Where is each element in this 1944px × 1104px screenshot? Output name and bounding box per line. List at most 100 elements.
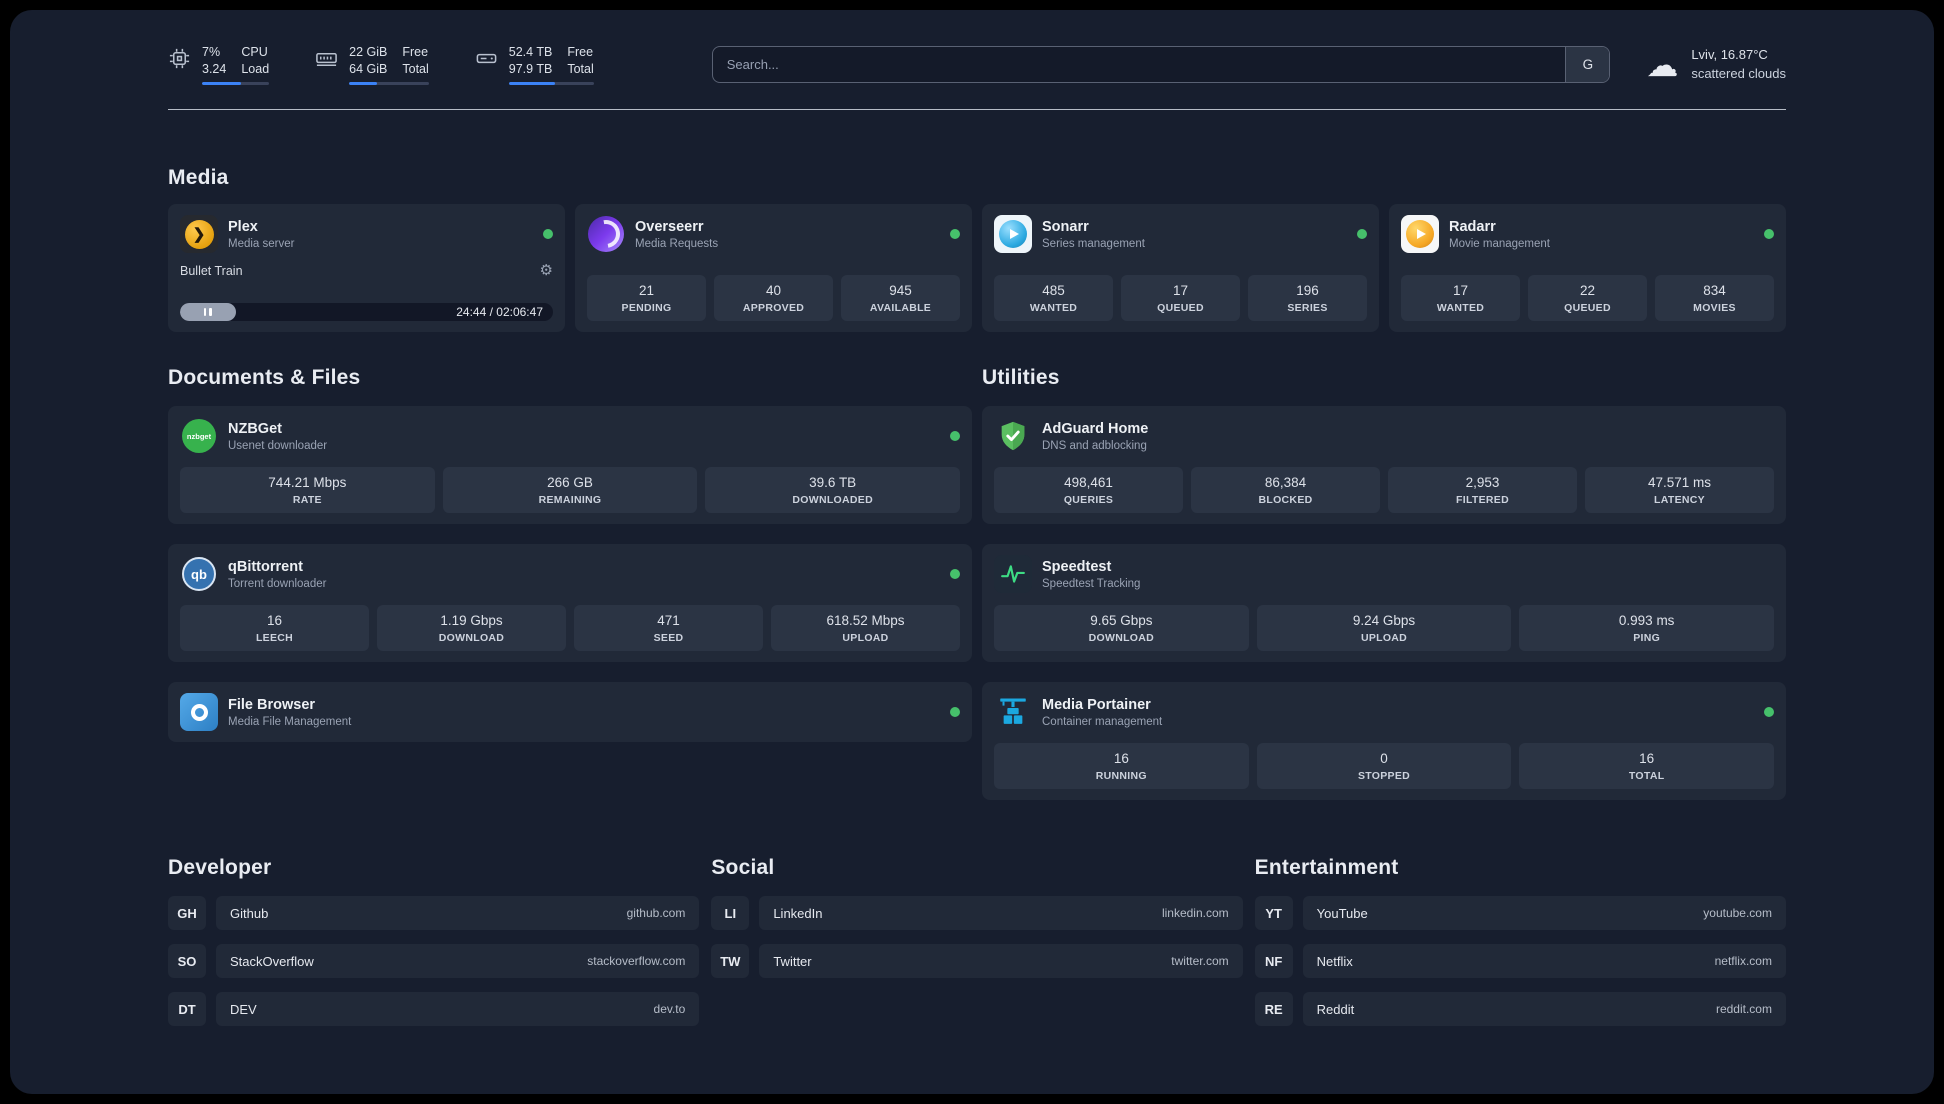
app-card-plex[interactable]: Plex Media server Bullet Train ⚙ 24:44 /… <box>168 204 565 332</box>
pause-button[interactable] <box>180 303 236 321</box>
status-dot <box>950 569 960 579</box>
app-subtitle: Usenet downloader <box>228 439 328 452</box>
stat-box: 22 QUEUED <box>1528 275 1647 321</box>
search-engine-button[interactable]: G <box>1565 47 1610 82</box>
app-card-radarr[interactable]: Radarr Movie management 17 WANTED 22 QUEUE… <box>1389 204 1786 332</box>
app-title: Plex <box>228 218 258 235</box>
stat-box: 2,953 FILTERED <box>1388 467 1577 513</box>
memory-usage-bar <box>349 82 429 85</box>
app-subtitle: Movie management <box>1449 237 1550 250</box>
system-metrics: 7% 3.24 CPU Load <box>168 44 594 85</box>
stat-box: 471 SEED <box>574 605 763 651</box>
radarr-icon <box>1401 215 1439 253</box>
app-subtitle: Media Requests <box>635 237 719 250</box>
app-subtitle: Media server <box>228 237 295 250</box>
cpu-icon <box>169 48 190 69</box>
bookmark-twitter[interactable]: TW Twitter twitter.com <box>711 944 1243 978</box>
section-title-developer: Developer <box>168 856 272 879</box>
stat-box: 9.65 Gbps DOWNLOAD <box>994 605 1249 651</box>
stat-box: 16 TOTAL <box>1519 743 1775 789</box>
app-card-speedtest[interactable]: Speedtest Speedtest Tracking 9.65 Gbps DO… <box>982 544 1786 662</box>
bookmark-name: Twitter <box>773 953 812 969</box>
search-input[interactable] <box>712 47 1566 82</box>
bookmark-url: github.com <box>626 906 686 920</box>
bookmark-abbr: RE <box>1254 992 1293 1026</box>
app-subtitle: Series management <box>1042 237 1145 250</box>
app-card-adguard[interactable]: AdGuard Home DNS and adblocking 498,461 Q… <box>982 406 1786 524</box>
bookmark-youtube[interactable]: YT YouTube youtube.com <box>1254 896 1786 930</box>
bookmark-abbr: SO <box>168 944 206 978</box>
bookmark-url: linkedin.com <box>1161 906 1229 920</box>
stat-box: 1.19 Gbps DOWNLOAD <box>377 605 566 651</box>
bookmark-name: Github <box>230 905 269 921</box>
bookmark-reddit[interactable]: RE Reddit reddit.com <box>1254 992 1786 1026</box>
bookmarks-developer: Developer GH Github github.com SO StackO… <box>168 856 700 1040</box>
gear-icon[interactable]: ⚙ <box>539 262 553 279</box>
bookmark-url: netflix.com <box>1714 954 1772 968</box>
stat-box: 945 AVAILABLE <box>841 275 960 321</box>
app-title: Media Portainer <box>1042 696 1151 713</box>
app-card-portainer[interactable]: Media Portainer Container management 16 R… <box>982 682 1786 800</box>
bookmark-name: DEV <box>230 1001 257 1017</box>
stat-box: 17 WANTED <box>1401 275 1520 321</box>
status-dot <box>1764 707 1774 717</box>
search-bar: G <box>711 46 1611 83</box>
bookmark-linkedin[interactable]: LI LinkedIn linkedin.com <box>711 896 1243 930</box>
disk-values: 52.4 TB 97.9 TB <box>508 45 553 76</box>
app-card-filebrowser[interactable]: File Browser Media File Management <box>168 682 972 742</box>
disk-usage-bar <box>508 82 594 85</box>
weather-condition: scattered clouds <box>1691 65 1786 81</box>
app-title: File Browser <box>228 696 316 713</box>
bookmark-stackoverflow[interactable]: SO StackOverflow stackoverflow.com <box>168 944 700 978</box>
stat-box: 40 APPROVED <box>714 275 833 321</box>
app-card-qbittorrent[interactable]: qb qBittorrent Torrent downloader 16 LEEC… <box>168 544 972 662</box>
app-title: qBittorrent <box>228 558 303 575</box>
app-card-overseerr[interactable]: Overseerr Media Requests 21 PENDING 40 APP… <box>575 204 972 332</box>
stat-box: 9.24 Gbps UPLOAD <box>1256 605 1512 651</box>
bookmarks-social: Social LI LinkedIn linkedin.com TW Twitt… <box>711 856 1243 1040</box>
status-dot <box>950 229 960 239</box>
stat-box: 618.52 Mbps UPLOAD <box>771 605 960 651</box>
bookmark-url: reddit.com <box>1715 1002 1772 1016</box>
bookmark-url: dev.to <box>653 1002 686 1016</box>
stat-box: 16 LEECH <box>180 605 369 651</box>
app-subtitle: Speedtest Tracking <box>1042 577 1141 590</box>
app-title: Sonarr <box>1042 218 1089 235</box>
header-divider <box>168 109 1786 110</box>
app-title: Radarr <box>1449 218 1496 235</box>
bookmark-name: Reddit <box>1316 1001 1355 1017</box>
disk-widget: 52.4 TB 97.9 TB Free Total <box>475 44 594 85</box>
app-subtitle: Container management <box>1042 715 1163 728</box>
bookmark-name: StackOverflow <box>230 953 314 969</box>
memory-widget: 22 GiB 64 GiB Free Total <box>315 44 429 85</box>
bookmark-abbr: TW <box>711 944 750 978</box>
memory-icon <box>316 52 338 66</box>
nzbget-icon: nzbget <box>180 417 218 455</box>
status-dot <box>543 229 553 239</box>
app-card-sonarr[interactable]: Sonarr Series management 485 WANTED 17 QUE… <box>982 204 1379 332</box>
cpu-labels: CPU Load <box>241 45 270 76</box>
now-playing-title: Bullet Train <box>180 263 243 278</box>
bookmarks-section: Developer GH Github github.com SO StackO… <box>168 856 1786 1040</box>
stat-box: 16 RUNNING <box>994 743 1249 789</box>
stat-box: 498,461 QUERIES <box>994 467 1183 513</box>
playback-time: 24:44 / 02:06:47 <box>456 305 543 319</box>
memory-values: 22 GiB 64 GiB <box>349 45 388 76</box>
status-dot <box>950 707 960 717</box>
weather-location: Lviv, 16.87°C <box>1691 47 1768 63</box>
app-title: Speedtest <box>1042 558 1112 575</box>
bookmark-dev[interactable]: DT DEV dev.to <box>168 992 700 1026</box>
app-title: NZBGet <box>228 420 282 437</box>
stat-box: 834 MOVIES <box>1655 275 1774 321</box>
bookmark-abbr: YT <box>1254 896 1293 930</box>
app-card-nzbget[interactable]: nzbget NZBGet Usenet downloader 744.21 M… <box>168 406 972 524</box>
weather-widget: ☁ Lviv, 16.87°C scattered clouds <box>1646 46 1786 82</box>
portainer-icon <box>994 693 1032 731</box>
stat-box: 17 QUEUED <box>1121 275 1240 321</box>
app-subtitle: Media File Management <box>228 715 352 728</box>
bookmark-netflix[interactable]: NF Netflix netflix.com <box>1254 944 1786 978</box>
memory-labels: Free Total <box>402 45 429 76</box>
bookmark-github[interactable]: GH Github github.com <box>168 896 700 930</box>
playback-progress-bar[interactable]: 24:44 / 02:06:47 <box>180 303 553 321</box>
stat-box: 21 PENDING <box>587 275 706 321</box>
